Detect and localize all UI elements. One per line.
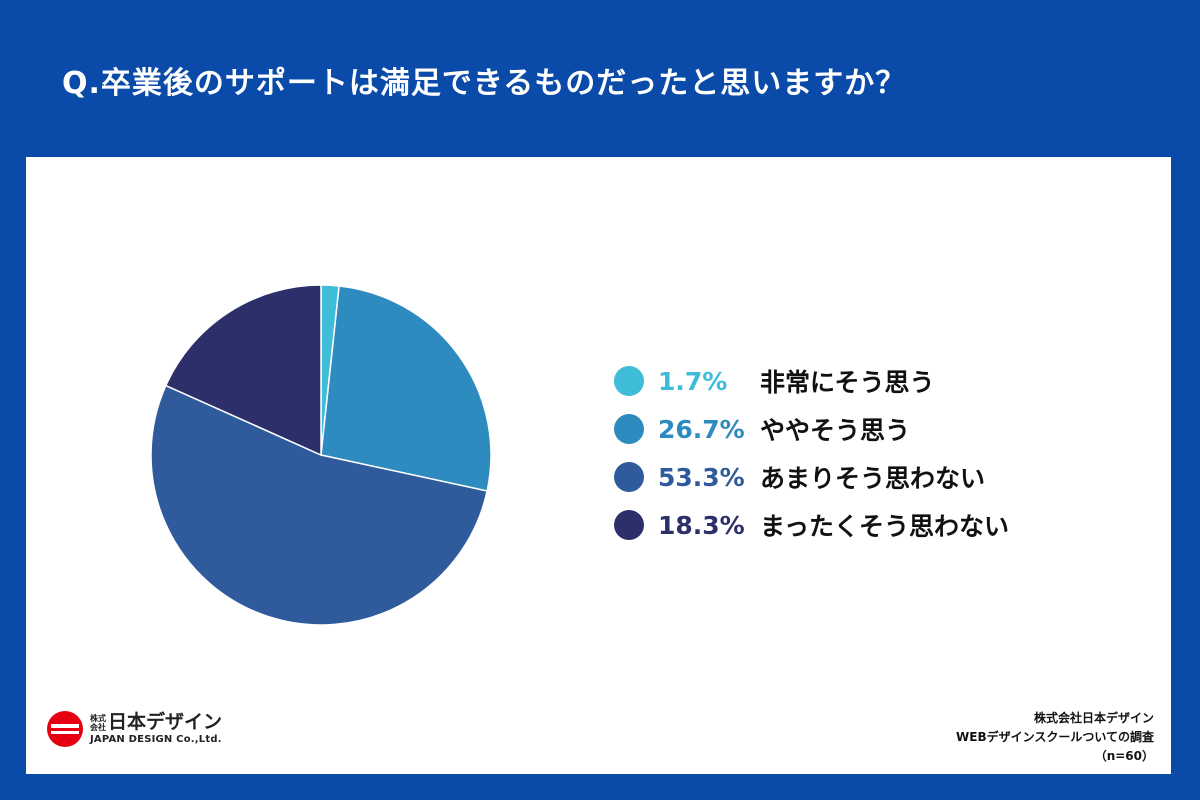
company-logo: 株式会社 日本デザイン JAPAN DESIGN Co.,Ltd. [46, 710, 222, 748]
legend-item: 18.3% まったくそう思わない [614, 501, 1009, 549]
logo-english: JAPAN DESIGN Co.,Ltd. [90, 734, 222, 745]
pie-slice-somewhat-satisfied [320, 285, 492, 492]
legend-item: 26.7% ややそう思う [614, 405, 1009, 453]
pie-slice-not-satisfied [164, 284, 322, 457]
legend-swatch [614, 366, 644, 396]
legend-label: ややそう思う [760, 416, 911, 445]
source-n: （n=60） [1094, 749, 1154, 763]
legend-value: 1.7% [658, 366, 728, 396]
legend-item: 53.3% あまりそう思わない [614, 453, 1009, 501]
legend-label: 非常にそう思う [760, 368, 935, 397]
source-note: 株式会社日本デザイン WEBデザインスクールついての調査 （n=60） [956, 709, 1154, 766]
legend-label: まったくそう思わない [760, 512, 1010, 541]
legend-value: 26.7% [658, 414, 745, 444]
source-survey: WEBデザインスクールついての調査 [956, 730, 1154, 744]
legend-value: 53.3% [658, 462, 745, 492]
legend-value: 18.3% [658, 510, 745, 540]
legend-swatch [614, 510, 644, 540]
legend-swatch [614, 462, 644, 492]
pie-slice-not-very-satisfied [150, 384, 489, 626]
legend-label: あまりそう思わない [760, 464, 986, 493]
source-company: 株式会社日本デザイン [1033, 711, 1154, 725]
japan-design-logo-icon [47, 711, 83, 747]
legend-swatch [614, 414, 644, 444]
chart-panel: 1.7% 非常にそう思う 26.7% ややそう思う 53.3% あまりそう思わな… [26, 157, 1171, 774]
pie-chart [150, 284, 492, 626]
legend: 1.7% 非常にそう思う 26.7% ややそう思う 53.3% あまりそう思わな… [614, 357, 1009, 549]
page-title: Q.卒業後のサポートは満足できるものだったと思いますか？ [62, 66, 907, 101]
logo-kaisha: 株式会社 [90, 714, 106, 732]
legend-item: 1.7% 非常にそう思う [614, 357, 1009, 405]
logo-name: 日本デザイン [108, 711, 223, 733]
